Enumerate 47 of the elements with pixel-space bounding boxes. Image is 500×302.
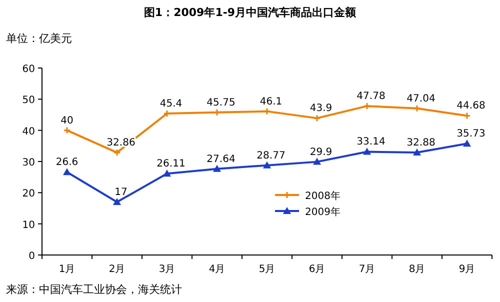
data-label: 28.77 [256,150,286,162]
y-tick-label: 0 [28,251,35,262]
x-tick-label: 3月 [158,264,176,275]
data-label: 27.64 [206,154,236,165]
x-tick-label: 8月 [408,264,426,275]
y-tick-label: 40 [22,126,35,138]
data-label: 45.4 [160,98,182,110]
x-tick-label: 6月 [308,264,326,275]
data-label: 26.6 [56,157,78,168]
point [113,198,121,206]
point [313,158,321,165]
data-label: 17 [114,187,128,198]
x-tick-label: 2月 [108,264,126,275]
x-tick-label: 1月 [58,264,76,275]
data-label: 40 [60,115,74,126]
point [413,148,421,156]
y-axis-title: 单位：亿美元 [6,32,72,45]
data-label: 29.9 [310,146,332,158]
x-tick-label: 9月 [458,264,476,275]
y-tick-label: 30 [22,158,35,168]
data-label: 32.88 [406,138,436,149]
y-tick-label: 20 [22,188,35,200]
point [213,164,221,172]
data-label: 33.14 [356,136,386,148]
data-label: 47.04 [406,93,436,104]
y-tick-label: 10 [22,220,35,231]
legend-label: 2009年 [305,206,340,218]
data-label: 46.1 [260,96,282,108]
point [63,168,71,176]
point [263,161,271,168]
legend-label: 2008年 [305,190,340,202]
data-label: 47.78 [356,91,386,102]
point [463,140,471,147]
source-note: 来源：中国汽车工业协会，海关统计 [6,283,182,296]
y-tick-label: 50 [22,95,35,106]
x-tick-label: 4月 [208,264,226,275]
data-label: 26.11 [156,158,186,170]
y-tick-label: 60 [22,64,35,75]
x-tick-label: 7月 [358,264,376,275]
data-label: 43.9 [310,103,332,114]
data-label: 44.68 [456,100,486,112]
point [163,170,171,177]
x-tick-label: 5月 [258,264,276,275]
chart-title: 图1：2009年1-9月中国汽车商品出口金额 [144,6,358,19]
data-label: 45.75 [206,97,236,108]
point [363,148,371,155]
data-label: 35.73 [456,128,486,140]
